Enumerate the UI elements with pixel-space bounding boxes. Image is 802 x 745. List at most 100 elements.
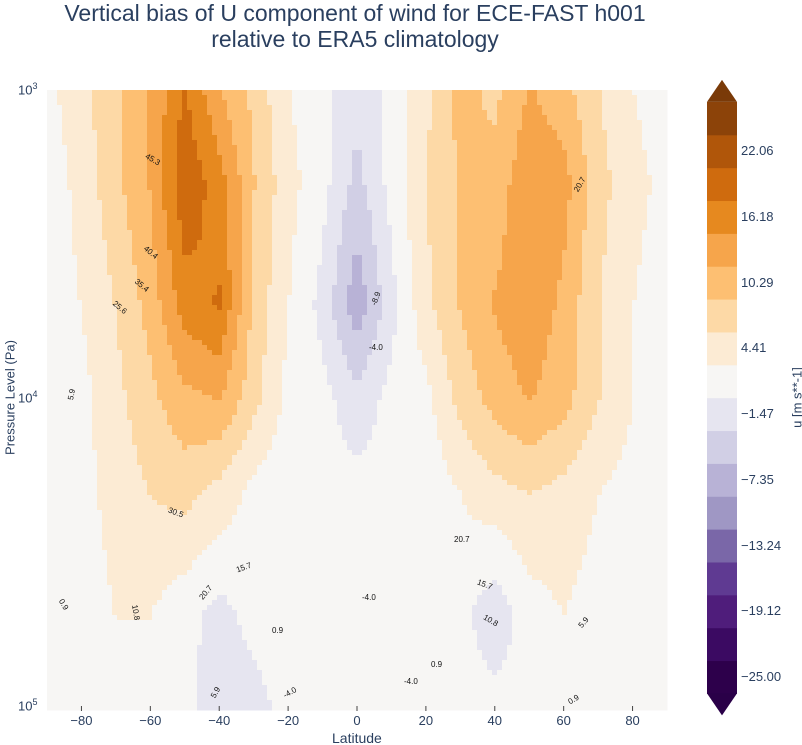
contour-cell <box>157 135 163 141</box>
contour-cell <box>462 210 468 216</box>
contour-cell <box>272 255 278 261</box>
contour-cell <box>557 260 563 266</box>
contour-cell <box>227 240 233 246</box>
contour-cell <box>62 125 68 131</box>
contour-cell <box>182 280 188 286</box>
contour-cell <box>452 135 458 141</box>
contour-cell <box>142 130 148 136</box>
contour-cell <box>87 145 93 151</box>
contour-cell <box>457 210 463 216</box>
contour-cell <box>247 245 253 251</box>
contour-cell <box>147 180 153 186</box>
contour-cell <box>112 145 118 151</box>
contour-cell <box>197 275 203 281</box>
contour-cell <box>232 230 238 236</box>
contour-cell <box>107 225 113 231</box>
contour-cell <box>652 95 658 101</box>
contour-cell <box>522 155 528 161</box>
contour-cell <box>497 255 503 261</box>
contour-cell <box>547 225 553 231</box>
contour-cell <box>642 90 648 96</box>
contour-cell <box>502 170 508 176</box>
contour-cell <box>147 195 153 201</box>
contour-cell <box>447 200 453 206</box>
contour-cell <box>587 115 593 121</box>
contour-cell <box>87 130 93 136</box>
contour-cell <box>377 255 383 261</box>
contour-cell <box>587 140 593 146</box>
contour-cell <box>467 245 473 251</box>
contour-cell <box>477 230 483 236</box>
contour-cell <box>247 275 253 281</box>
contour-cell <box>162 205 168 211</box>
contour-cell <box>557 95 563 101</box>
contour-cell <box>302 280 308 286</box>
contour-cell <box>502 135 508 141</box>
contour-cell <box>227 285 233 291</box>
contour-cell <box>212 225 218 231</box>
contour-cell <box>357 100 363 106</box>
contour-cell <box>572 230 578 236</box>
contour-cell <box>197 290 203 296</box>
contour-cell <box>657 270 663 276</box>
contour-cell <box>232 115 238 121</box>
contour-cell <box>447 100 453 106</box>
contour-cell <box>307 175 313 181</box>
contour-cell <box>267 100 273 106</box>
contour-cell <box>557 235 563 241</box>
contour-cell <box>532 105 538 111</box>
contour-cell <box>287 125 293 131</box>
contour-cell <box>322 275 328 281</box>
contour-cell <box>522 125 528 131</box>
contour-cell <box>632 215 638 221</box>
contour-cell <box>112 250 118 256</box>
contour-cell <box>312 200 318 206</box>
contour-cell <box>62 130 68 136</box>
contour-cell <box>397 170 403 176</box>
contour-cell <box>457 265 463 271</box>
contour-cell <box>117 105 123 111</box>
contour-cell <box>562 155 568 161</box>
contour-cell <box>102 130 108 136</box>
contour-cell <box>267 205 273 211</box>
contour-cell <box>147 205 153 211</box>
contour-cell <box>532 225 538 231</box>
contour-cell <box>212 210 218 216</box>
contour-cell <box>497 160 503 166</box>
contour-cell <box>287 120 293 126</box>
contour-cell <box>147 140 153 146</box>
contour-cell <box>517 220 523 226</box>
contour-cell <box>607 150 613 156</box>
contour-cell <box>547 90 553 96</box>
contour-cell <box>52 95 58 101</box>
contour-cell <box>552 260 558 266</box>
contour-cell <box>197 185 203 191</box>
contour-cell <box>62 210 68 216</box>
contour-cell <box>527 220 533 226</box>
contour-cell <box>377 265 383 271</box>
contour-cell <box>142 275 148 281</box>
contour-cell <box>442 90 448 96</box>
contour-cell <box>357 245 363 251</box>
contour-cell <box>392 110 398 116</box>
contour-cell <box>257 250 263 256</box>
contour-cell <box>622 250 628 256</box>
contour-cell <box>97 240 103 246</box>
contour-cell <box>162 135 168 141</box>
contour-cell <box>117 145 123 151</box>
contour-cell <box>257 280 263 286</box>
contour-cell <box>352 145 358 151</box>
contour-cell <box>167 250 173 256</box>
contour-cell <box>607 170 613 176</box>
contour-cell <box>372 95 378 101</box>
contour-cell <box>347 155 353 161</box>
contour-cell <box>352 120 358 126</box>
contour-cell <box>367 210 373 216</box>
contour-cell <box>102 125 108 131</box>
contour-cell <box>122 275 128 281</box>
contour-cell <box>622 205 628 211</box>
contour-cell <box>577 280 583 286</box>
contour-cell <box>477 140 483 146</box>
contour-cell <box>662 285 668 291</box>
contour-cell <box>372 125 378 131</box>
